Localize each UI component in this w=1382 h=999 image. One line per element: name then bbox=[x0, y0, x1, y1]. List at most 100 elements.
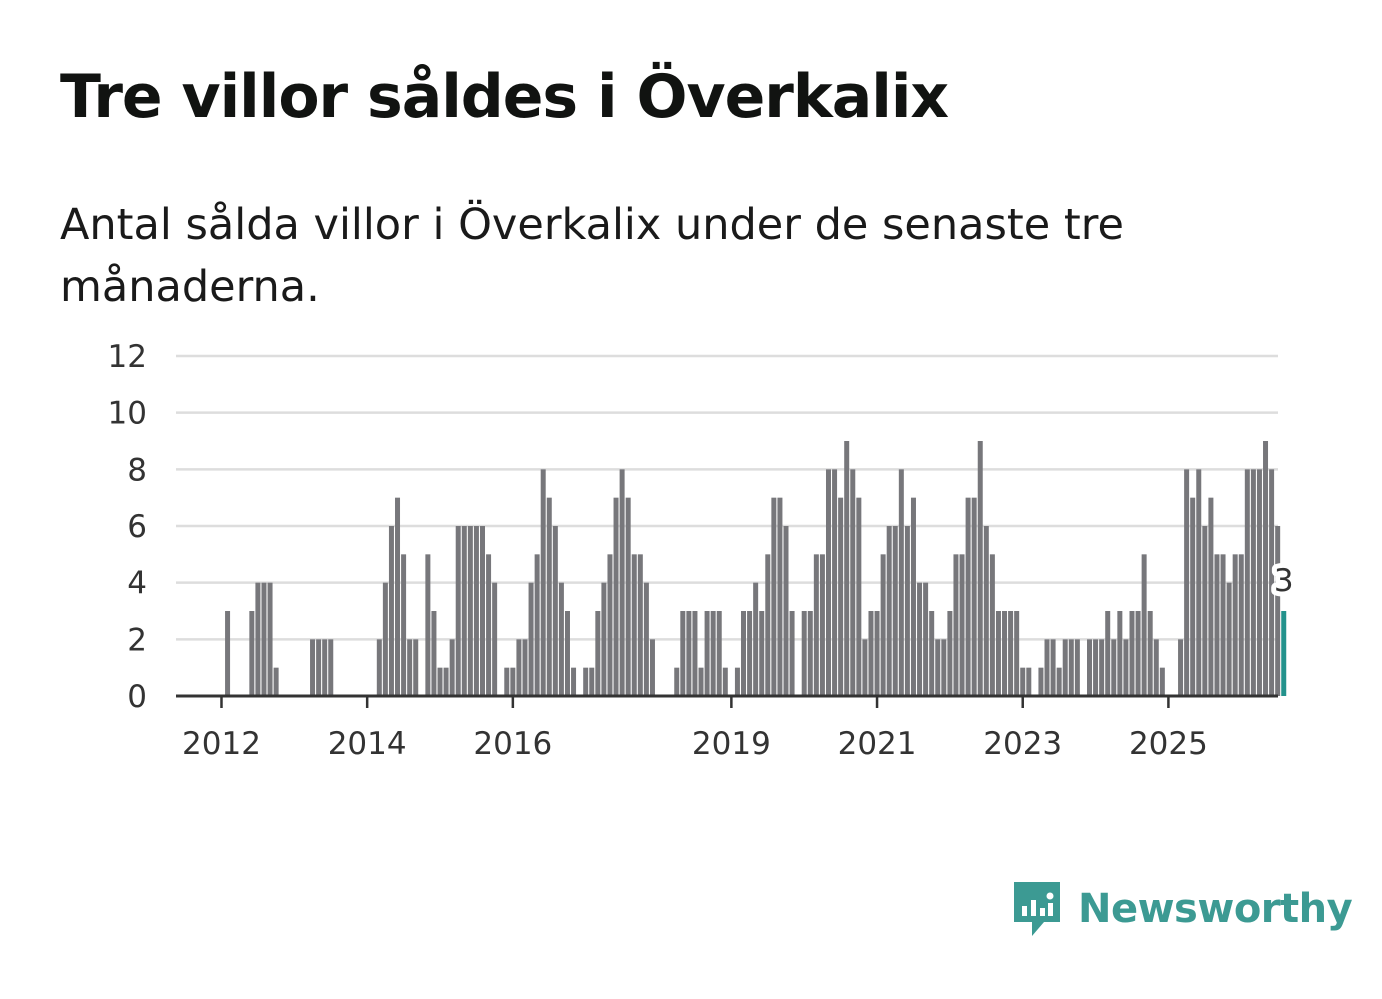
bar bbox=[1220, 554, 1226, 696]
bar bbox=[1105, 611, 1111, 696]
bar bbox=[388, 526, 394, 696]
bar bbox=[759, 611, 765, 696]
bar bbox=[983, 526, 989, 696]
bar bbox=[825, 469, 831, 696]
bar bbox=[1002, 611, 1008, 696]
bar bbox=[1123, 639, 1129, 696]
bar bbox=[953, 554, 959, 696]
annotation-label: 3 bbox=[1274, 563, 1294, 599]
bar bbox=[516, 639, 522, 696]
bar bbox=[619, 469, 625, 696]
bar bbox=[461, 526, 467, 696]
bar bbox=[613, 497, 619, 696]
y-tick-label: 6 bbox=[127, 509, 147, 545]
bar bbox=[923, 582, 929, 696]
bar bbox=[1153, 639, 1159, 696]
bar bbox=[850, 469, 856, 696]
chart-title: Tre villor såldes i Överkalix bbox=[60, 62, 949, 132]
bar bbox=[1020, 667, 1026, 696]
bar bbox=[832, 469, 838, 696]
bar bbox=[959, 554, 965, 696]
bar bbox=[904, 526, 910, 696]
x-tick-label: 2023 bbox=[983, 726, 1062, 762]
bar bbox=[1178, 639, 1184, 696]
bar bbox=[698, 667, 704, 696]
bar bbox=[1159, 667, 1165, 696]
bar bbox=[704, 611, 710, 696]
bar bbox=[546, 497, 552, 696]
bar bbox=[486, 554, 492, 696]
bar bbox=[807, 611, 813, 696]
bar bbox=[255, 582, 261, 696]
bar bbox=[1250, 469, 1256, 696]
bar bbox=[1256, 469, 1262, 696]
bar bbox=[1244, 469, 1250, 696]
bar bbox=[898, 469, 904, 696]
bar bbox=[1141, 554, 1147, 696]
bar bbox=[1026, 667, 1032, 696]
bar bbox=[971, 497, 977, 696]
bar bbox=[504, 667, 510, 696]
bar bbox=[819, 554, 825, 696]
bar bbox=[1050, 639, 1056, 696]
bar bbox=[917, 582, 923, 696]
x-tick-label: 2014 bbox=[328, 726, 407, 762]
bar bbox=[789, 611, 795, 696]
bar bbox=[1147, 611, 1153, 696]
bar bbox=[1044, 639, 1050, 696]
bar bbox=[1135, 611, 1141, 696]
bar bbox=[631, 554, 637, 696]
x-tick-label: 2025 bbox=[1129, 726, 1208, 762]
bar bbox=[929, 611, 935, 696]
bar bbox=[273, 667, 279, 696]
bar bbox=[1087, 639, 1092, 696]
brand-name: Newsworthy bbox=[1078, 886, 1353, 932]
bar bbox=[686, 611, 692, 696]
bar bbox=[261, 582, 267, 696]
bar bbox=[322, 639, 328, 696]
bar bbox=[1099, 639, 1105, 696]
bar bbox=[534, 554, 540, 696]
bar bbox=[1232, 554, 1238, 696]
bar bbox=[625, 497, 631, 696]
bar bbox=[716, 611, 722, 696]
bar bbox=[989, 554, 995, 696]
bar bbox=[382, 582, 388, 696]
bar bbox=[947, 611, 953, 696]
bar bbox=[1226, 582, 1232, 696]
bar bbox=[407, 639, 413, 696]
bar bbox=[771, 497, 777, 696]
bar bbox=[1238, 554, 1244, 696]
bar bbox=[1275, 526, 1281, 696]
bar bbox=[607, 554, 613, 696]
bar bbox=[413, 639, 419, 696]
bar bbox=[480, 526, 485, 696]
bar bbox=[643, 582, 649, 696]
bar bbox=[1074, 639, 1080, 696]
bar bbox=[431, 611, 437, 696]
bar bbox=[249, 611, 255, 696]
bar bbox=[1008, 611, 1014, 696]
bar bbox=[777, 497, 783, 696]
bar bbox=[558, 582, 564, 696]
bar bbox=[710, 611, 716, 696]
bar bbox=[935, 639, 941, 696]
bar bbox=[844, 441, 850, 696]
bar bbox=[510, 667, 516, 696]
bar bbox=[1014, 611, 1020, 696]
x-axis-ticks: 2012 2014 2016 2019 2021 2023 2025 bbox=[182, 696, 1208, 762]
bar bbox=[674, 667, 680, 696]
y-tick-label: 8 bbox=[127, 452, 147, 488]
bar bbox=[1062, 639, 1068, 696]
y-tick-label: 4 bbox=[127, 566, 147, 602]
bar bbox=[692, 611, 698, 696]
bar bbox=[1263, 441, 1269, 696]
bar bbox=[880, 554, 886, 696]
bar bbox=[455, 526, 461, 696]
bar bbox=[1214, 554, 1220, 696]
bar bbox=[1038, 667, 1044, 696]
bar bbox=[1269, 469, 1275, 696]
bar bbox=[838, 497, 844, 696]
y-axis-ticks: 0 2 4 6 8 10 12 bbox=[108, 339, 147, 715]
bars bbox=[225, 441, 1287, 696]
